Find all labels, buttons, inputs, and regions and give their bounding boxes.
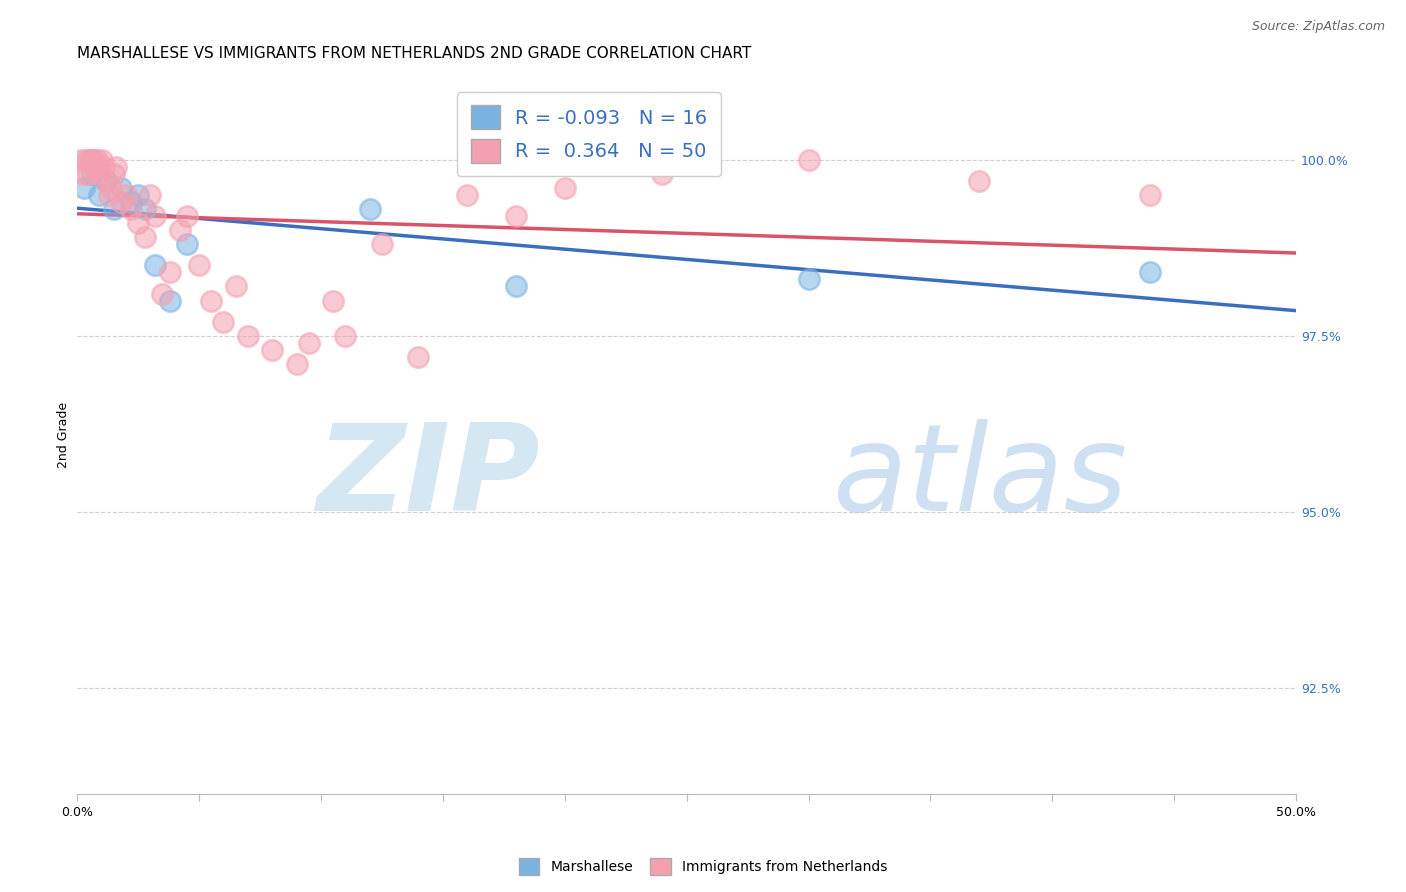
Point: [84, 160, 107, 174]
Point: [200, 293, 222, 308]
Point: [93, 160, 115, 174]
Point: [134, 202, 156, 216]
Y-axis label: 2nd Grade: 2nd Grade: [58, 401, 70, 467]
Text: MARSHALLESE VS IMMIGRANTS FROM NETHERLANDS 2ND GRADE CORRELATION CHART: MARSHALLESE VS IMMIGRANTS FROM NETHERLAN…: [77, 46, 751, 62]
Point: [77, 167, 100, 181]
Point: [103, 202, 125, 216]
Point: [87, 167, 110, 181]
Point: [371, 237, 394, 252]
Point: [127, 216, 149, 230]
Point: [505, 279, 527, 293]
Point: [152, 286, 174, 301]
Point: [143, 209, 166, 223]
Point: [139, 187, 162, 202]
Point: [86, 153, 108, 167]
Point: [83, 153, 105, 167]
Point: [115, 187, 138, 202]
Point: [97, 187, 120, 202]
Point: [134, 230, 156, 244]
Point: [120, 202, 142, 216]
Point: [262, 343, 284, 357]
Point: [110, 180, 132, 194]
Legend: R = -0.093   N = 16, R =  0.364   N = 50: R = -0.093 N = 16, R = 0.364 N = 50: [457, 92, 721, 177]
Point: [967, 174, 990, 188]
Text: Source: ZipAtlas.com: Source: ZipAtlas.com: [1251, 20, 1385, 33]
Point: [335, 328, 357, 343]
Point: [505, 209, 527, 223]
Point: [554, 180, 576, 194]
Point: [322, 293, 344, 308]
Point: [456, 187, 478, 202]
Point: [73, 180, 96, 194]
Point: [80, 167, 103, 181]
Point: [225, 279, 247, 293]
Point: [75, 153, 97, 167]
Point: [236, 328, 259, 343]
Point: [87, 160, 110, 174]
Point: [120, 194, 142, 209]
Point: [69, 153, 91, 167]
Point: [176, 237, 198, 252]
Point: [80, 153, 103, 167]
Point: [298, 335, 321, 350]
Point: [127, 187, 149, 202]
Point: [797, 272, 820, 286]
Point: [103, 167, 125, 181]
Point: [96, 174, 118, 188]
Point: [79, 153, 101, 167]
Legend: Marshallese, Immigrants from Netherlands: Marshallese, Immigrants from Netherlands: [513, 853, 893, 880]
Point: [285, 357, 308, 371]
Point: [169, 223, 191, 237]
Point: [797, 153, 820, 167]
Point: [143, 258, 166, 272]
Point: [72, 167, 94, 181]
Point: [82, 153, 104, 167]
Text: atlas: atlas: [832, 419, 1128, 536]
Point: [176, 209, 198, 223]
Point: [651, 167, 673, 181]
Point: [408, 350, 430, 364]
Point: [159, 265, 181, 279]
Text: ZIP: ZIP: [316, 419, 540, 536]
Point: [105, 160, 128, 174]
Point: [87, 187, 110, 202]
Point: [1139, 187, 1161, 202]
Point: [96, 174, 118, 188]
Point: [159, 293, 181, 308]
Point: [100, 180, 122, 194]
Point: [110, 194, 132, 209]
Point: [188, 258, 211, 272]
Point: [90, 153, 112, 167]
Point: [212, 315, 235, 329]
Point: [79, 153, 101, 167]
Point: [1139, 265, 1161, 279]
Point: [359, 202, 381, 216]
